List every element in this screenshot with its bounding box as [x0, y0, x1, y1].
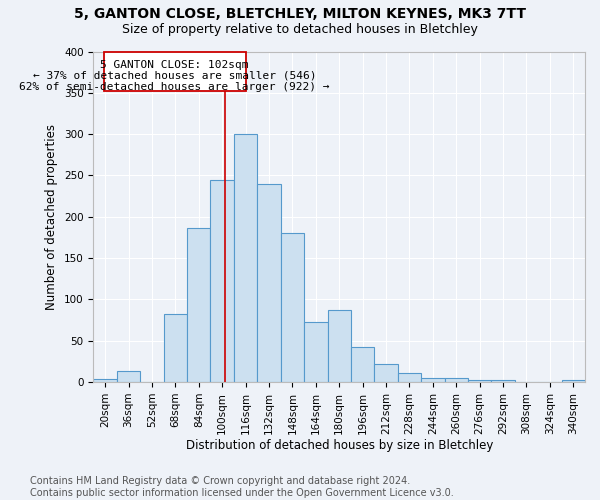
Bar [374, 364, 398, 382]
FancyBboxPatch shape [104, 52, 245, 91]
Text: 5 GANTON CLOSE: 102sqm: 5 GANTON CLOSE: 102sqm [100, 60, 249, 70]
Bar [187, 228, 211, 382]
Bar [491, 380, 515, 382]
Bar [234, 134, 257, 382]
Text: Size of property relative to detached houses in Bletchley: Size of property relative to detached ho… [122, 22, 478, 36]
Bar [351, 346, 374, 382]
Bar [164, 314, 187, 382]
Text: ← 37% of detached houses are smaller (546): ← 37% of detached houses are smaller (54… [33, 71, 316, 81]
Bar [94, 379, 117, 382]
Bar [468, 380, 491, 382]
Bar [211, 180, 234, 382]
Bar [562, 380, 585, 382]
Bar [304, 322, 328, 382]
Bar [117, 370, 140, 382]
Bar [421, 378, 445, 382]
X-axis label: Distribution of detached houses by size in Bletchley: Distribution of detached houses by size … [185, 440, 493, 452]
Text: Contains HM Land Registry data © Crown copyright and database right 2024.
Contai: Contains HM Land Registry data © Crown c… [30, 476, 454, 498]
Bar [445, 378, 468, 382]
Text: 62% of semi-detached houses are larger (922) →: 62% of semi-detached houses are larger (… [19, 82, 330, 92]
Text: 5, GANTON CLOSE, BLETCHLEY, MILTON KEYNES, MK3 7TT: 5, GANTON CLOSE, BLETCHLEY, MILTON KEYNE… [74, 8, 526, 22]
Bar [398, 373, 421, 382]
Bar [281, 234, 304, 382]
Y-axis label: Number of detached properties: Number of detached properties [46, 124, 58, 310]
Bar [328, 310, 351, 382]
Bar [257, 184, 281, 382]
